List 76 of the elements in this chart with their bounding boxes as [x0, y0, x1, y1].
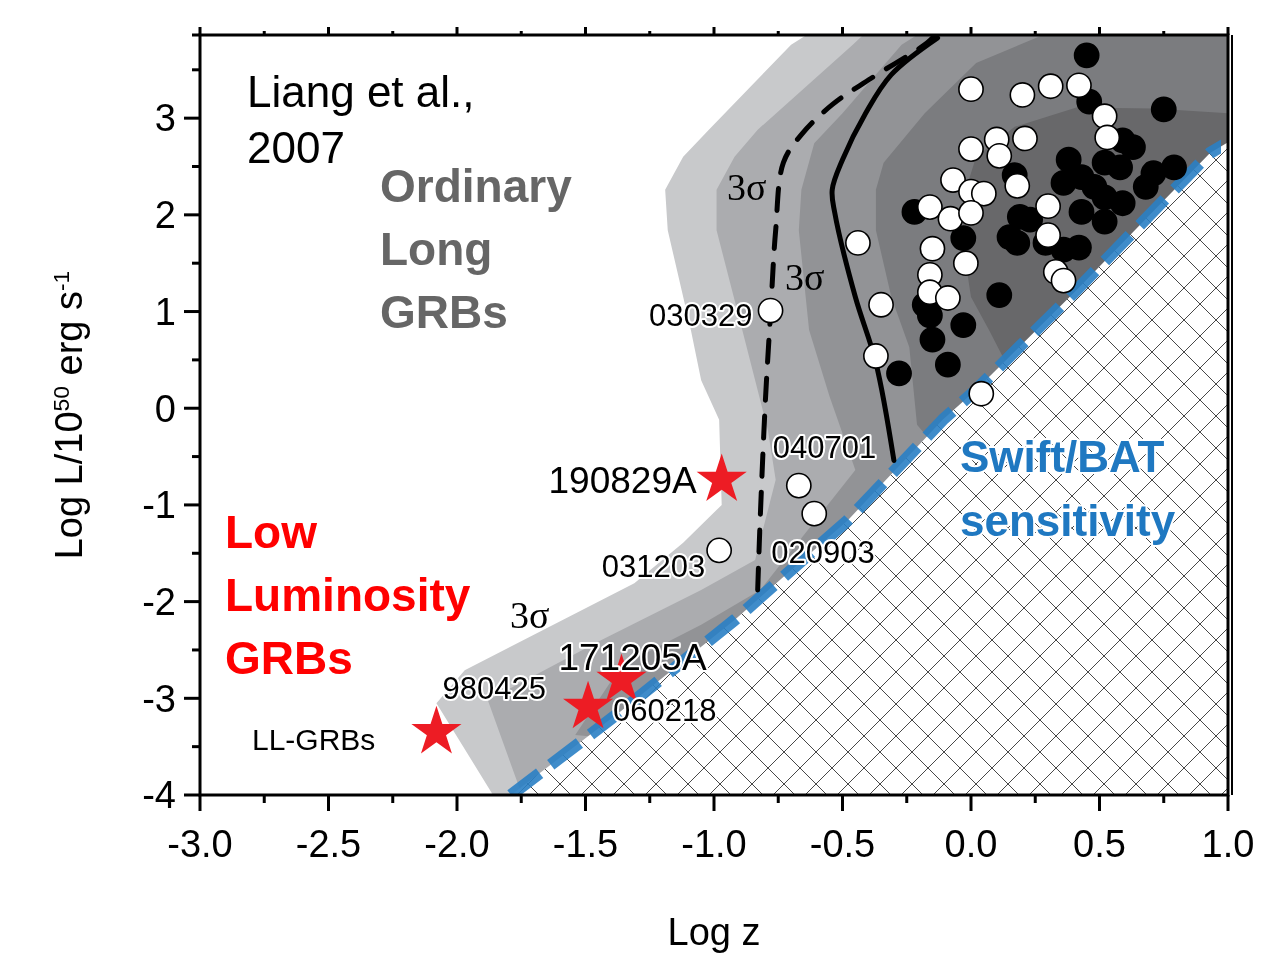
point — [1150, 96, 1177, 123]
x-tick-label: -1.0 — [681, 823, 747, 865]
x-tick-label: -1.5 — [552, 823, 619, 865]
point — [1091, 208, 1118, 235]
x-tick-label: 0.5 — [1073, 823, 1126, 865]
point — [958, 76, 984, 103]
y-tick-label: -1 — [142, 484, 176, 527]
x-tick-label: 1.0 — [1201, 823, 1255, 865]
annotation: 3σ — [510, 594, 550, 636]
point — [1055, 146, 1082, 173]
y-tick-label: 0 — [154, 387, 176, 430]
annotation: LL-GRBs — [252, 723, 376, 756]
point — [934, 351, 961, 378]
point — [1091, 103, 1118, 130]
point — [801, 500, 828, 527]
point — [952, 250, 979, 277]
point — [986, 142, 1013, 169]
point — [1066, 72, 1092, 99]
point — [986, 282, 1013, 308]
annotation: 190829A — [548, 459, 698, 501]
point — [1012, 125, 1038, 152]
point — [868, 291, 894, 318]
point — [1009, 82, 1036, 108]
point — [940, 167, 966, 193]
y-tick-label: 3 — [154, 97, 176, 140]
y-tick-label: 1 — [154, 290, 176, 333]
annotation: 3σ — [785, 256, 825, 298]
point — [968, 380, 995, 407]
annotation: 031203 — [601, 549, 706, 585]
y-tick-label: 2 — [154, 194, 176, 237]
x-tick-label: -3.0 — [167, 823, 233, 865]
point — [916, 302, 943, 329]
point — [919, 235, 946, 262]
point — [1004, 172, 1031, 199]
point — [919, 326, 946, 353]
point — [916, 194, 943, 220]
point — [1035, 222, 1061, 249]
point — [950, 312, 977, 338]
point — [1050, 267, 1077, 294]
point — [958, 136, 984, 162]
annotation: 040701 — [772, 429, 877, 465]
point — [563, 680, 614, 729]
point — [785, 472, 812, 499]
point — [1068, 199, 1095, 225]
x-tick-label: -2.5 — [295, 823, 362, 865]
point — [1107, 154, 1133, 181]
point — [886, 360, 912, 387]
point — [1035, 193, 1061, 220]
y-tick-label: -4 — [142, 774, 176, 817]
annotation: 3σ — [727, 166, 767, 208]
point — [863, 343, 889, 369]
point — [1109, 190, 1136, 217]
point — [1161, 154, 1187, 181]
x-tick-label: -2.0 — [424, 823, 490, 865]
point — [706, 537, 733, 564]
x-tick-label: -0.5 — [809, 823, 876, 865]
point — [1132, 173, 1159, 200]
point — [958, 200, 984, 226]
point — [696, 453, 747, 502]
point — [757, 297, 784, 324]
point — [1094, 124, 1121, 151]
point — [937, 205, 964, 232]
annotation: 030329 — [649, 297, 753, 333]
y-tick-label: -2 — [142, 580, 176, 623]
point — [845, 230, 871, 256]
point — [411, 705, 462, 754]
point — [934, 285, 961, 311]
x-tick-label: 0.0 — [944, 823, 998, 865]
point — [1004, 230, 1031, 256]
x-axis-title: Log z — [667, 911, 761, 953]
point — [1120, 134, 1146, 161]
point — [1073, 42, 1100, 69]
point — [950, 225, 977, 251]
point — [970, 180, 997, 207]
point — [1037, 73, 1064, 100]
y-tick-label: -3 — [142, 677, 176, 720]
